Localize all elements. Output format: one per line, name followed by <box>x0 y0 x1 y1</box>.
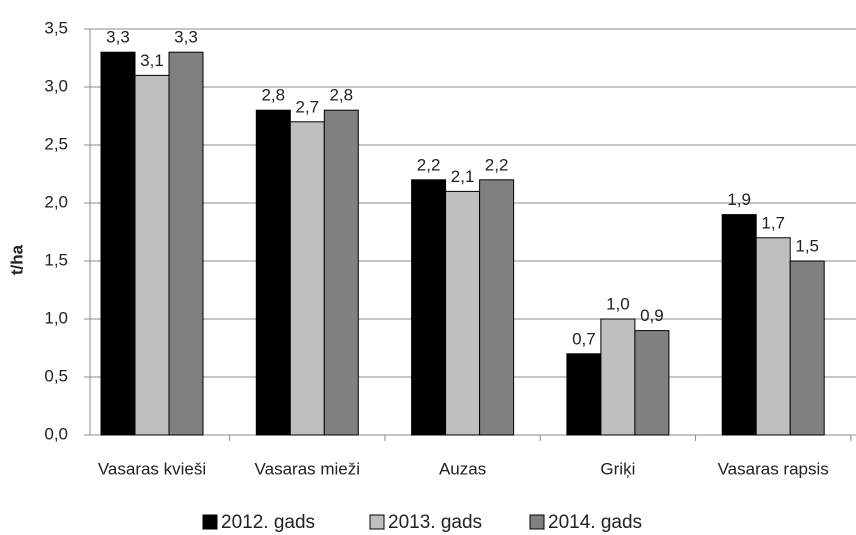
value-label: 3,3 <box>174 28 198 47</box>
bar <box>722 215 756 435</box>
y-tick-label: 1,5 <box>44 250 68 269</box>
chart: t/ha 0,0 0,5 1,0 1,5 2,0 2,5 3,0 3,5 Vasaras kvi… <box>0 0 856 535</box>
legend-swatch <box>530 515 544 529</box>
legend-swatch <box>370 515 384 529</box>
bar <box>135 75 169 435</box>
x-tick-label: Griķi <box>600 459 635 478</box>
y-tick-label: 0,0 <box>44 424 68 443</box>
bar <box>324 110 358 435</box>
value-label: 2,8 <box>261 86 285 105</box>
bar <box>480 180 514 435</box>
bar <box>446 191 480 435</box>
value-label: 2,2 <box>485 155 509 174</box>
x-tick-label: Vasaras mieži <box>255 459 361 478</box>
value-label: 2,8 <box>329 86 353 105</box>
value-label: 2,7 <box>295 97 319 116</box>
value-label: 0,9 <box>640 306 664 325</box>
value-label: 1,7 <box>761 213 785 232</box>
x-tick-label: Vasaras rapsis <box>718 459 829 478</box>
value-label: 3,1 <box>140 51 164 70</box>
legend-swatch <box>203 515 217 529</box>
bar <box>256 110 290 435</box>
legend-label: 2012. gads <box>221 512 315 533</box>
bar <box>635 331 669 435</box>
x-tick-label: Vasaras kvieši <box>98 459 206 478</box>
legend-label: 2014. gads <box>548 512 642 533</box>
bar <box>567 354 601 435</box>
y-tick-label: 1,0 <box>44 308 68 327</box>
value-label: 1,9 <box>727 190 751 209</box>
bar <box>601 319 635 435</box>
x-tick-label: Auzas <box>439 459 486 478</box>
y-axis-label: t/ha <box>7 244 26 275</box>
y-tick-label: 3,5 <box>44 18 68 37</box>
value-label: 0,7 <box>572 329 596 348</box>
bar <box>290 122 324 435</box>
bar <box>756 238 790 435</box>
value-label: 2,1 <box>451 167 475 186</box>
y-tick-label: 3,0 <box>44 76 68 95</box>
bar <box>790 261 824 435</box>
y-tick-label: 0,5 <box>44 366 68 385</box>
y-tick-label: 2,5 <box>44 134 68 153</box>
value-label: 1,5 <box>795 236 819 255</box>
bar <box>101 52 135 435</box>
value-label: 1,0 <box>606 294 630 313</box>
value-label: 2,2 <box>417 155 441 174</box>
bar <box>169 52 203 435</box>
bar <box>412 180 446 435</box>
value-label: 3,3 <box>106 28 130 47</box>
legend-label: 2013. gads <box>388 512 482 533</box>
y-tick-label: 2,0 <box>44 192 68 211</box>
